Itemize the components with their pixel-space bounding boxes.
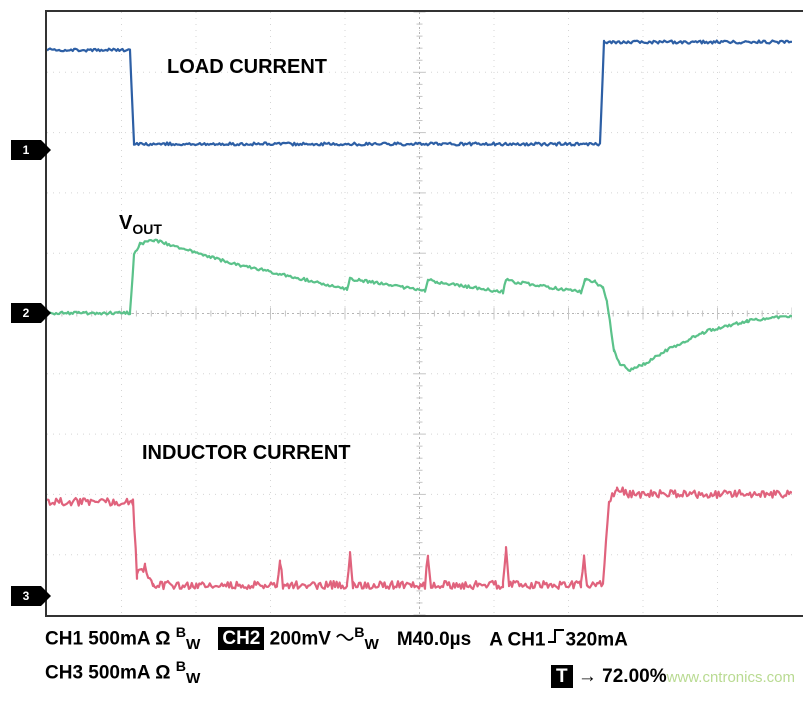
timebase: M40.0µs (397, 626, 471, 655)
ch1-coupling: Ω (155, 628, 170, 649)
ch1-scale: CH1 500mA Ω BW (45, 623, 200, 657)
scope-display: LOAD CURRENT VOUT INDUCTOR CURRENT (45, 10, 803, 617)
rising-edge-icon (546, 626, 566, 655)
ch2-label: CH2 (218, 627, 264, 650)
scope-graticule (47, 12, 792, 615)
ch1-scale-value: 500mA (88, 628, 150, 649)
channel-marker-3: 3 (11, 586, 41, 606)
ch3-scale: CH3 500mA Ω BW (45, 657, 200, 691)
oscilloscope-capture: LOAD CURRENT VOUT INDUCTOR CURRENT 1 2 3… (10, 10, 803, 691)
trace-label-inductor-current: INDUCTOR CURRENT (142, 442, 351, 465)
ch3-bw-super: B (176, 659, 186, 675)
ch2-scale: CH2 200mV BW (218, 623, 379, 657)
ch1-label: CH1 (45, 628, 83, 649)
ch3-coupling: Ω (155, 662, 170, 683)
ch1-bw-super: B (176, 625, 186, 641)
trigger-source: A CH1 (489, 629, 545, 650)
channel-marker-2: 2 (11, 303, 41, 323)
arrow: → (578, 666, 597, 687)
ch3-scale-value: 500mA (88, 662, 150, 683)
ch1-bw-sub: W (186, 636, 200, 653)
trigger-level: 320mA (566, 629, 628, 650)
t-symbol: T (551, 665, 573, 688)
trigger-position: T → 72.00%www.cntronics.com (551, 663, 795, 692)
ch2-bw-sub: W (365, 636, 379, 653)
ch3-label: CH3 (45, 662, 83, 683)
ch3-bw-sub: W (186, 670, 200, 687)
watermark: www.cntronics.com (667, 669, 795, 686)
trigger-info: A CH1 320mA (489, 626, 628, 655)
trace-label-load-current: LOAD CURRENT (167, 56, 327, 79)
footer-row-1: CH1 500mA Ω BW CH2 200mV BW M40.0µs A CH… (45, 623, 803, 657)
ch2-scale-value: 200mV (270, 628, 331, 649)
channel-marker-1: 1 (11, 140, 41, 160)
ch2-bw-super: B (354, 625, 364, 641)
scope-footer: CH1 500mA Ω BW CH2 200mV BW M40.0µs A CH… (10, 617, 803, 691)
position-value: 72.00% (602, 666, 666, 687)
trace-label-vout: VOUT (119, 212, 162, 237)
ac-coupling-icon (336, 625, 354, 654)
